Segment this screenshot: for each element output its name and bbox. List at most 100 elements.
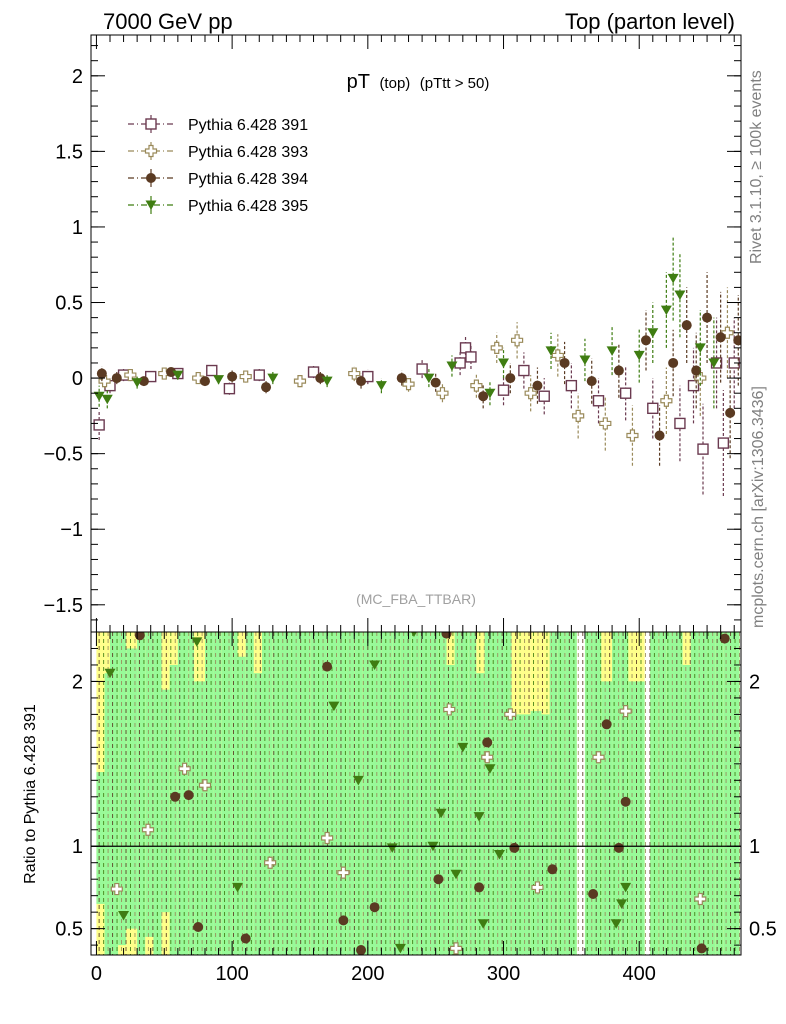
- uncertainty-band-inner: [411, 632, 420, 955]
- uncertainty-band-inner: [204, 632, 214, 955]
- uncertainty-band-inner: [145, 632, 154, 937]
- uncertainty-band-inner: [593, 632, 602, 955]
- series-s394: [96, 272, 741, 466]
- uncertainty-band-inner: [337, 632, 347, 955]
- data-point: [694, 343, 706, 353]
- uncertainty-band-inner: [177, 632, 189, 955]
- uncertainty-band-inner: [161, 689, 170, 913]
- uncertainty-band-inner: [104, 673, 110, 955]
- ratio-point: [435, 808, 447, 819]
- ratio-point: [322, 661, 333, 672]
- chart-title-extra: (pTtt > 50): [420, 75, 490, 92]
- data-point: [307, 366, 320, 378]
- uncertainty-band-inner: [620, 632, 629, 955]
- ratio-series-s393: [110, 703, 707, 955]
- uncertainty-band-inner: [109, 632, 119, 955]
- ratio-point: [484, 764, 496, 774]
- ratio-point: [449, 942, 463, 955]
- ratio-point: [620, 882, 632, 893]
- ratio-point: [104, 668, 116, 679]
- header-right: Top (parton level): [565, 9, 735, 34]
- uncertainty-band-inner: [530, 711, 542, 955]
- data-point: [93, 419, 105, 431]
- uncertainty-band-inner: [446, 664, 455, 955]
- data-point: [111, 373, 122, 384]
- ratio-panel: Ratio to Pythia 6.428 391 2 2 1 1 0.5 0.5 0 100…: [22, 631, 777, 985]
- chart-title-main: pT: [347, 71, 370, 93]
- data-point: [321, 376, 333, 387]
- uncertainty-band-inner: [362, 632, 371, 955]
- data-point: [436, 387, 449, 400]
- uncertainty-band-inner: [253, 673, 262, 955]
- ratio-ylabel: Ratio to Pythia 6.428 391: [22, 704, 39, 884]
- ratio-point: [482, 737, 493, 748]
- uncertainty-band-inner: [658, 632, 667, 955]
- ratio-point: [696, 943, 707, 954]
- series-s395: [93, 236, 720, 409]
- uncertainty-band-inner: [601, 681, 613, 955]
- data-point: [668, 357, 679, 368]
- data-point: [667, 273, 679, 284]
- uncertainty-band-inner: [245, 632, 254, 955]
- legend-label: Pythia 6.428 393: [188, 144, 308, 161]
- ratio-point: [170, 791, 181, 802]
- uncertainty-band-inner: [707, 632, 716, 955]
- data-point: [647, 328, 659, 338]
- y-tick-label-right: 1: [749, 836, 760, 858]
- data-point: [619, 387, 632, 399]
- data-point: [613, 365, 624, 376]
- data-point: [199, 376, 210, 387]
- uncertainty-band-inner: [232, 632, 238, 955]
- data-point: [708, 358, 720, 368]
- data-point: [681, 320, 692, 331]
- uncertainty-band-inner: [272, 632, 281, 955]
- data-point: [93, 391, 105, 402]
- legend-entry: Pythia 6.428 394: [128, 169, 308, 188]
- uncertainty-band-inner: [137, 632, 146, 955]
- data-point: [674, 290, 686, 300]
- ratio-point: [477, 919, 489, 929]
- y-tick-label: 2: [72, 66, 83, 88]
- series-s391: [93, 317, 740, 496]
- data-point: [579, 355, 591, 365]
- data-point: [478, 391, 489, 402]
- data-point: [518, 364, 530, 377]
- data-point: [416, 363, 428, 375]
- ratio-point: [610, 919, 622, 929]
- uncertainty-band-inner: [280, 632, 292, 955]
- ratio-point: [619, 705, 632, 718]
- ratio-point: [337, 866, 350, 879]
- data-point: [124, 368, 137, 382]
- data-point: [626, 429, 639, 442]
- legend-marker: [144, 144, 158, 158]
- uncertainty-band-inner: [96, 772, 105, 904]
- ratio-point: [369, 902, 380, 913]
- data-point: [633, 350, 645, 361]
- uncertainty-band-inner: [261, 632, 273, 955]
- uncertainty-band-inner: [731, 632, 740, 955]
- uncertainty-band-inner: [584, 632, 594, 955]
- data-point: [315, 373, 326, 384]
- legend-marker: [145, 118, 157, 130]
- uncertainty-band-inner: [612, 632, 621, 955]
- ratio-point: [232, 882, 244, 893]
- data-point: [733, 335, 741, 346]
- x-tick-label: 400: [623, 963, 656, 985]
- uncertainty-band-inner: [194, 681, 205, 955]
- ratio-point: [118, 910, 130, 921]
- ratio-point: [493, 849, 505, 860]
- legend: Pythia 6.428 391 Pythia 6.428 393 Pythia 6…: [128, 115, 308, 215]
- legend-entry: Pythia 6.428 395: [128, 196, 308, 215]
- data-point: [691, 365, 702, 376]
- ratio-point: [356, 945, 367, 955]
- uncertainty-band-inner: [503, 632, 512, 955]
- y-tick-label: 2: [72, 671, 83, 693]
- data-point: [484, 388, 496, 399]
- ratio-point: [547, 864, 558, 875]
- ratio-point: [474, 882, 485, 893]
- ratio-point: [504, 708, 517, 721]
- uncertainty-band-inner: [392, 632, 401, 955]
- uncertainty-band-inner: [723, 632, 732, 955]
- data-point: [721, 326, 734, 339]
